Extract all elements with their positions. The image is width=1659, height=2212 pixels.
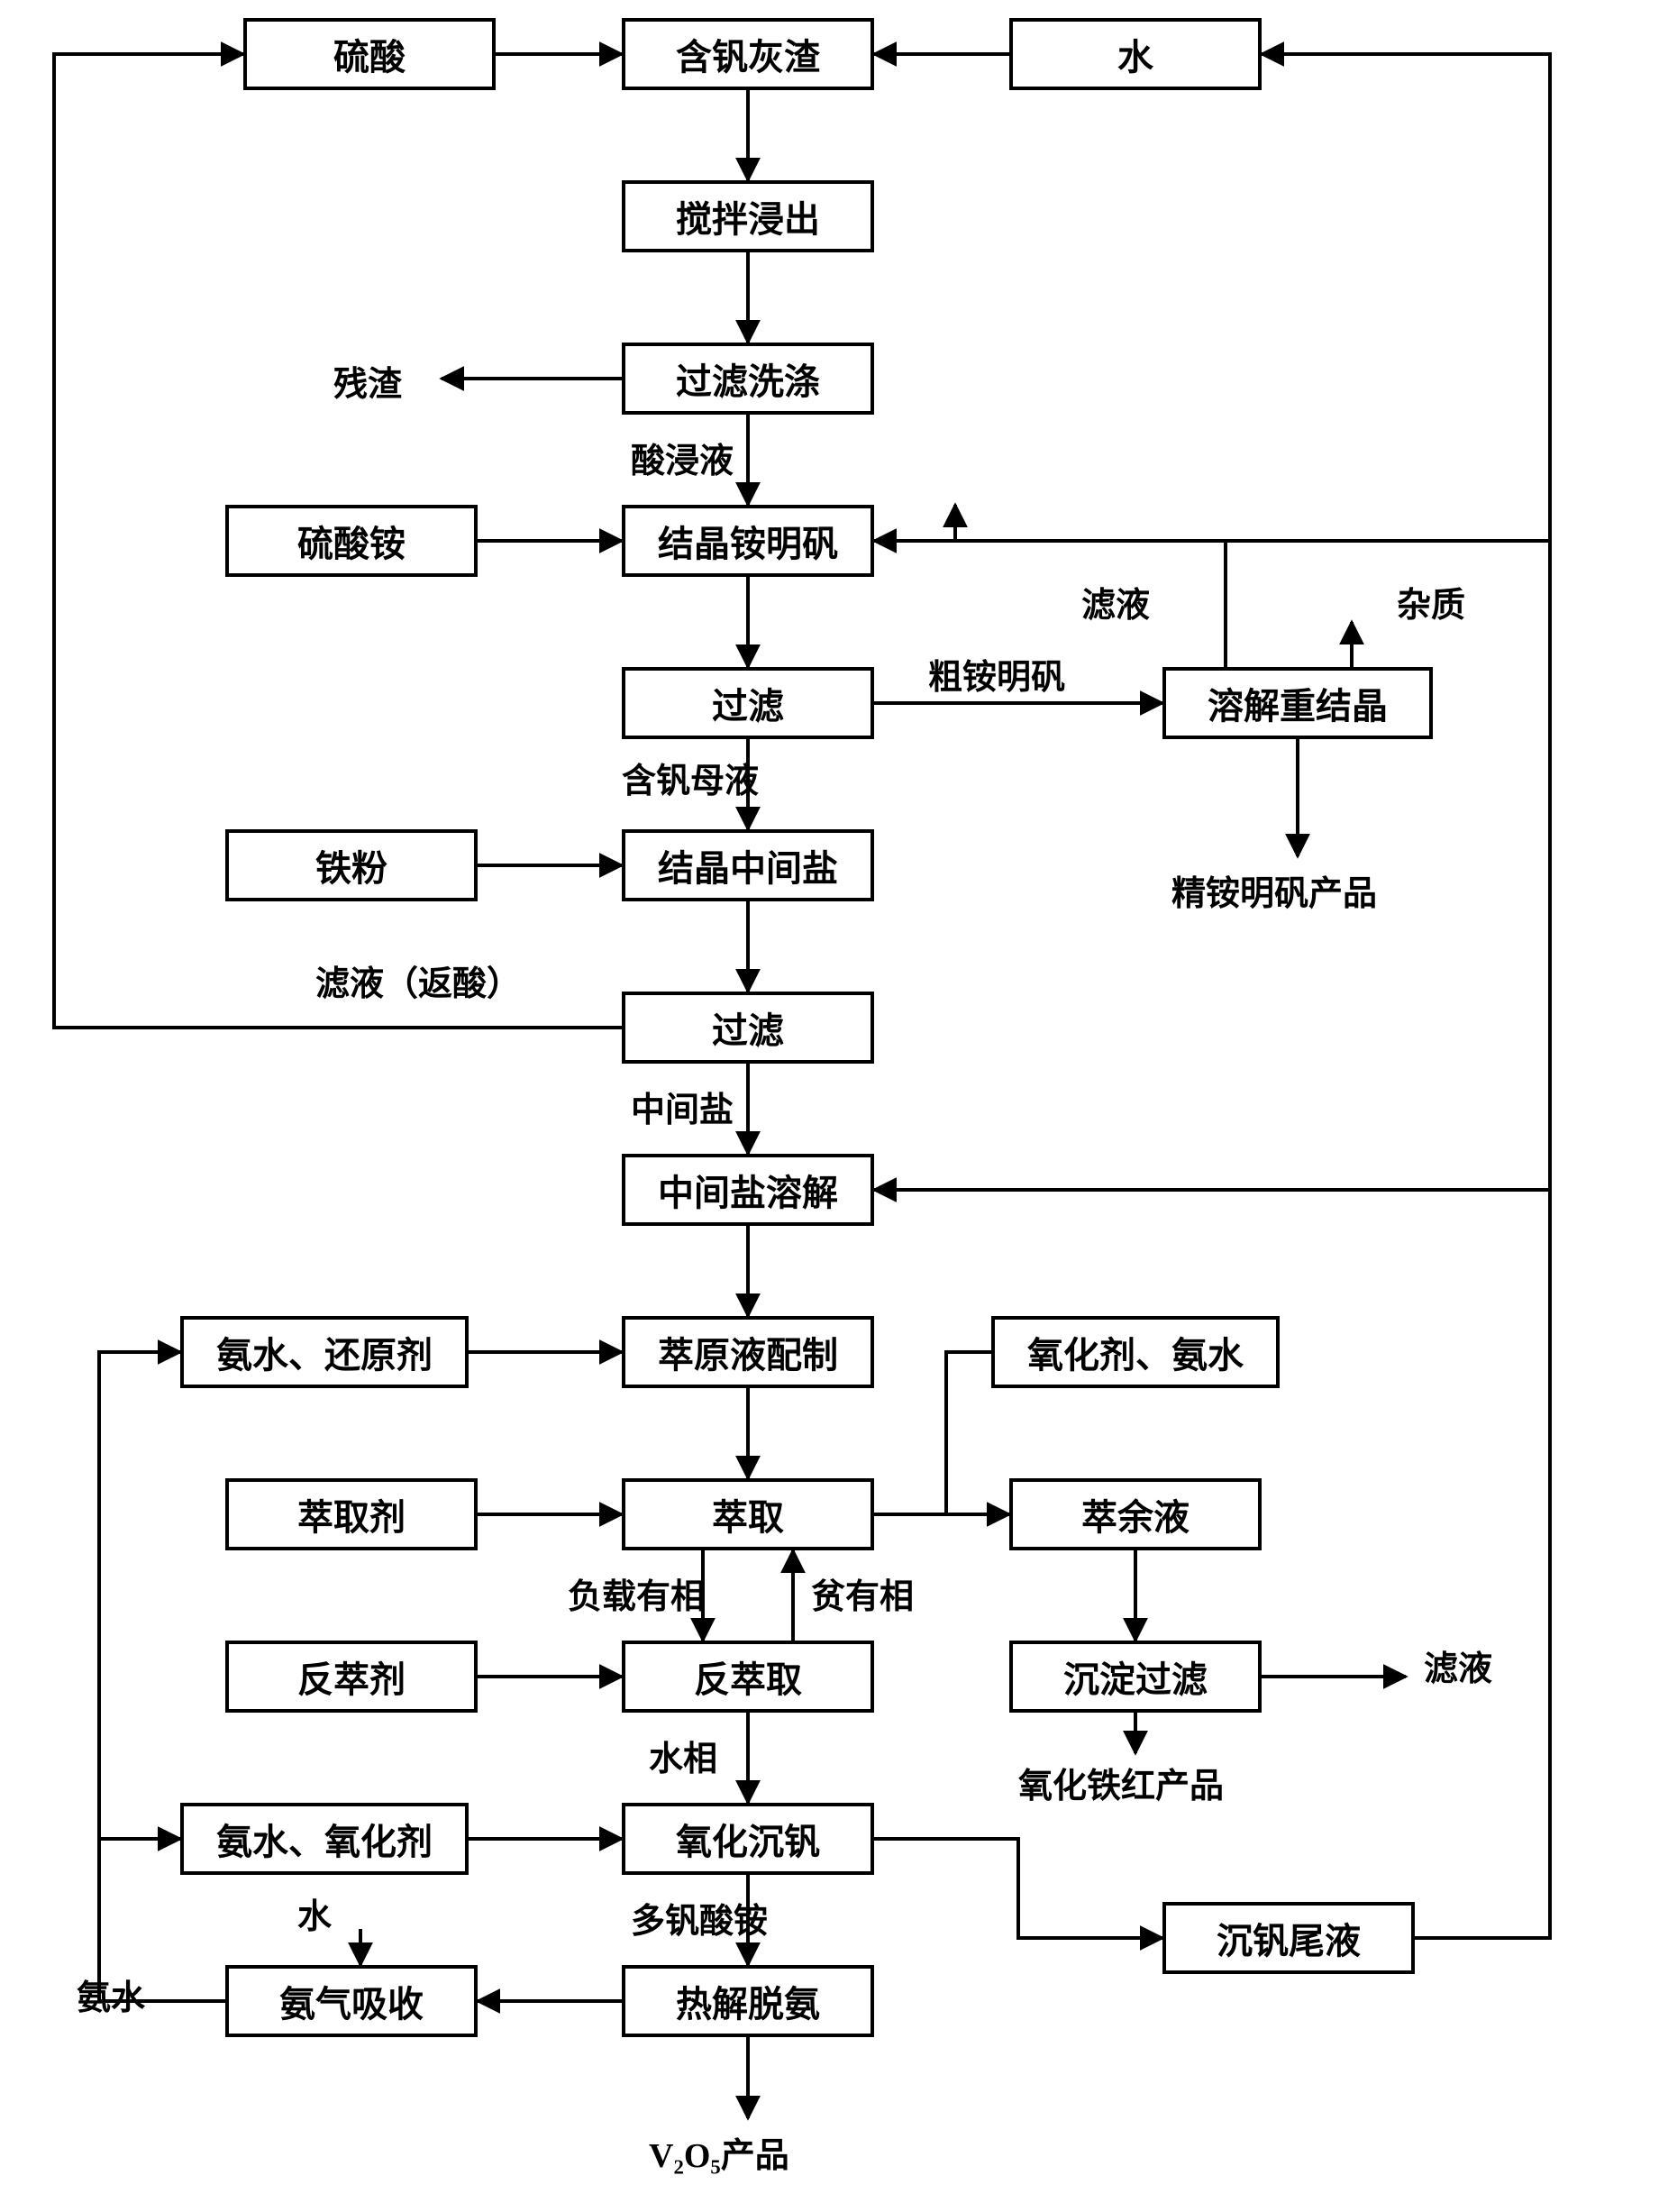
node-label: 溶解重结晶 (1208, 677, 1388, 729)
label-l_nh3wat: 氨水 (77, 1970, 145, 2019)
label-l_crude: 粗铵明矾 (928, 649, 1065, 699)
node-label: 沉淀过滤 (1063, 1650, 1208, 1703)
node-n_h2so4: 硫酸 (243, 18, 496, 90)
node-label: 结晶铵明矾 (658, 515, 838, 567)
node-label: 结晶中间盐 (658, 839, 838, 891)
node-label: 铁粉 (315, 839, 387, 891)
node-label: 氨气吸收 (279, 1975, 424, 2027)
label-l_ironox: 氧化铁红产品 (1018, 1758, 1224, 1807)
node-n_backag: 反萃剂 (225, 1641, 478, 1713)
node-n_prep: 萃原液配制 (622, 1316, 874, 1388)
node-label: 热解脱氨 (676, 1975, 820, 2027)
node-n_raff: 萃余液 (1009, 1478, 1262, 1550)
node-n_ext: 萃取 (622, 1478, 874, 1550)
node-label: 氧化剂、氨水 (1027, 1326, 1244, 1378)
node-n_oxnh3: 氧化剂、氨水 (991, 1316, 1280, 1388)
label-l_loaded: 负载有相 (568, 1568, 705, 1618)
node-label: 氧化沉钒 (676, 1813, 820, 1865)
node-label: 萃取剂 (297, 1488, 406, 1540)
label-l_vmother: 含钒母液 (622, 753, 759, 802)
node-n_redis: 溶解重结晶 (1162, 667, 1433, 739)
node-label: 反萃剂 (297, 1650, 406, 1703)
node-n_cryst2: 结晶中间盐 (622, 829, 874, 901)
node-label: 过滤 (712, 677, 784, 729)
label-l_filtliq2: 滤液 (1424, 1641, 1492, 1690)
flowchart-canvas: 硫酸含钒灰渣水搅拌浸出过滤洗涤硫酸铵结晶铵明矾过滤溶解重结晶铁粉结晶中间盐过滤中… (0, 0, 1659, 2212)
label-l_aqphase: 水相 (649, 1731, 717, 1780)
node-label: 氨水、还原剂 (216, 1326, 433, 1378)
node-n_filt3: 过滤 (622, 992, 874, 1064)
label-l_retacid: 滤液（返酸） (315, 955, 521, 1005)
label-l_prod1: 精铵明矾产品 (1171, 865, 1377, 915)
node-n_vslag: 含钒灰渣 (622, 18, 874, 90)
node-label: 过滤洗涤 (676, 352, 820, 405)
node-n_nh3red: 氨水、还原剂 (180, 1316, 469, 1388)
node-label: 反萃取 (694, 1650, 802, 1703)
node-label: 含钒灰渣 (676, 28, 820, 80)
node-n_precf: 沉淀过滤 (1009, 1641, 1262, 1713)
label-l_filtliq1: 滤液 (1081, 577, 1150, 626)
node-n_filt2: 过滤 (622, 667, 874, 739)
label-l_lean: 贫有相 (811, 1568, 914, 1618)
node-n_nh4so4: 硫酸铵 (225, 505, 478, 577)
node-n_nh3ox: 氨水、氧化剂 (180, 1803, 469, 1875)
flow-edge (946, 1352, 991, 1514)
node-label: 萃原液配制 (658, 1326, 838, 1378)
label-l_apv: 多钒酸铵 (631, 1893, 768, 1942)
node-n_vtail: 沉钒尾液 (1162, 1902, 1415, 1974)
node-n_dismid: 中间盐溶解 (622, 1154, 874, 1226)
node-label: 萃取 (712, 1488, 784, 1540)
node-label: 水 (1117, 28, 1153, 80)
node-label: 沉钒尾液 (1217, 1912, 1361, 1964)
node-n_filt1: 过滤洗涤 (622, 343, 874, 415)
node-label: 萃余液 (1081, 1488, 1190, 1540)
label-l_midsalt: 中间盐 (631, 1082, 734, 1131)
label-l_residue: 残渣 (333, 356, 402, 406)
arrow-layer (0, 0, 1659, 2212)
node-n_fe: 铁粉 (225, 829, 478, 901)
node-label: 过滤 (712, 1001, 784, 1054)
label-l_v2o5: V₂O₅产品 (649, 2127, 789, 2177)
node-n_backext: 反萃取 (622, 1641, 874, 1713)
node-label: 硫酸铵 (297, 515, 406, 567)
node-label: 氨水、氧化剂 (216, 1813, 433, 1865)
node-n_water: 水 (1009, 18, 1262, 90)
label-l_water2: 水 (297, 1888, 332, 1938)
node-n_stir: 搅拌浸出 (622, 180, 874, 252)
node-n_nh3abs: 氨气吸收 (225, 1965, 478, 2037)
node-label: 硫酸 (333, 28, 406, 80)
node-n_pyro: 热解脱氨 (622, 1965, 874, 2037)
node-n_extract: 萃取剂 (225, 1478, 478, 1550)
flow-edge (99, 1352, 180, 1839)
flow-edge (874, 1839, 1162, 1938)
label-l_impur: 杂质 (1397, 577, 1465, 626)
node-label: 中间盐溶解 (658, 1164, 838, 1216)
flow-edge (874, 1190, 1550, 1938)
label-l_acidliq: 酸浸液 (631, 433, 734, 482)
node-n_cryst1: 结晶铵明矾 (622, 505, 874, 577)
node-label: 搅拌浸出 (676, 190, 820, 242)
node-n_oxprec: 氧化沉钒 (622, 1803, 874, 1875)
flow-edge (1262, 54, 1550, 541)
